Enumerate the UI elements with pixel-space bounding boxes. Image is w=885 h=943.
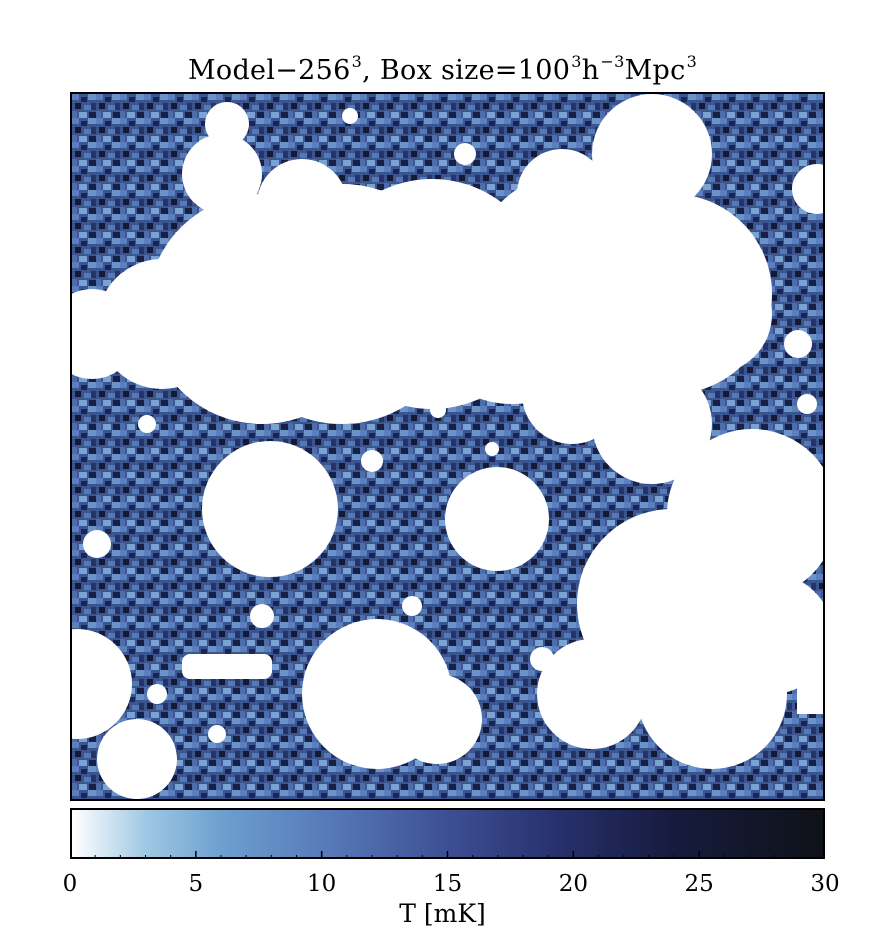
colorbar-label: T [mK] [399, 899, 486, 928]
colorbar-tick-label-4: 20 [558, 871, 588, 897]
colorbar-tick-label-1: 5 [188, 871, 204, 897]
ionized-regions [72, 94, 823, 799]
colorbar-ticks [70, 851, 825, 859]
colorbar-tick-label-0: 0 [62, 871, 78, 897]
colorbar-tick-label-2: 10 [307, 871, 337, 897]
map-canvas [72, 94, 823, 799]
colorbar-tick-label-5: 25 [684, 871, 714, 897]
temperature-map [70, 92, 825, 801]
colorbar-tick-label-6: 30 [810, 871, 840, 897]
colorbar-tick-label-3: 15 [432, 871, 463, 897]
chart-title: Model−2563, Box size=1003h−3Mpc3 [187, 52, 698, 86]
